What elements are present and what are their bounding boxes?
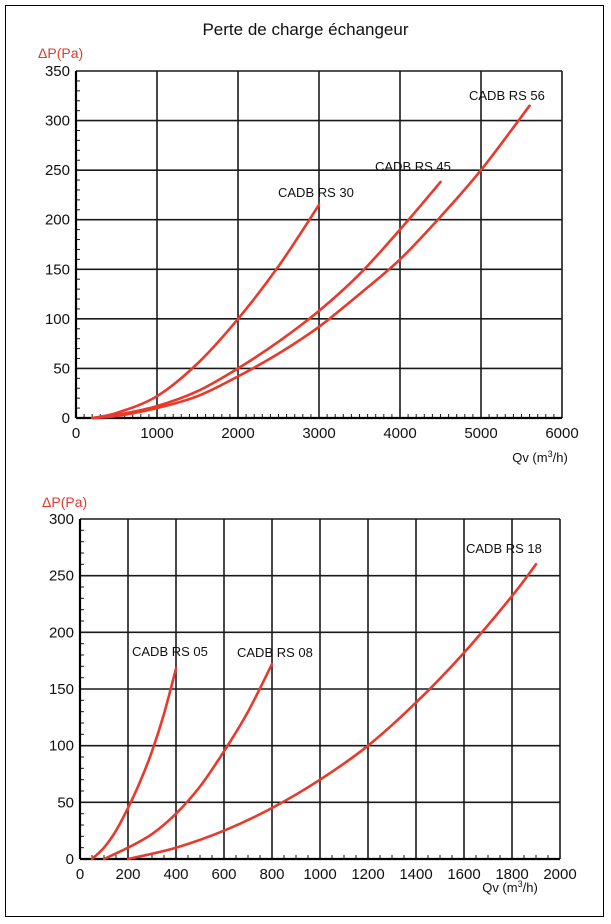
chart2-y-tick-label: 150 (49, 681, 74, 698)
page-title: Perte de charge échangeur (202, 20, 409, 39)
chart2-curve-label-cadb-rs-05: CADB RS 05 (132, 644, 208, 659)
chart2-curve-label-cadb-rs-08: CADB RS 08 (237, 645, 313, 660)
chart2-y-axis-label: ΔP(Pa) (42, 494, 87, 510)
chart2-x-tick-label: 1400 (399, 866, 432, 883)
chart2-x-tick-label: 1200 (351, 866, 384, 883)
chart2-y-tick-label: 200 (49, 624, 74, 641)
chart1-curve-cadb-rs-30 (90, 203, 321, 420)
chart2-x-axis-label: Qv (m3/h) (482, 879, 538, 895)
chart1-x-tick-label: 6000 (545, 425, 578, 442)
chart1-curve-cadb-rs-56 (90, 104, 531, 420)
chart1-y-tick-label: 0 (62, 410, 70, 427)
chart1-y-axis-label: ΔP(Pa) (38, 45, 83, 61)
chart1-x-tick-label: 4000 (383, 425, 416, 442)
chart2-x-tick-label: 1000 (303, 866, 336, 883)
chart2-x-tick-label: 400 (163, 866, 188, 883)
chart1-x-tick-label: 5000 (464, 425, 497, 442)
chart2-y-tick-label: 250 (49, 568, 74, 585)
chart1-curve-label-cadb-rs-45: CADB RS 45 (375, 159, 451, 174)
chart2-curve-cadb-rs-08 (102, 662, 274, 861)
chart2-x-tick-label: 1800 (495, 866, 528, 883)
chart2-x-tick-label: 2000 (543, 866, 576, 883)
chart2-curve-label-cadb-rs-18: CADB RS 18 (466, 541, 542, 556)
chart2-x-tick-label: 200 (115, 866, 140, 883)
chart1-x-tick-label: 3000 (302, 425, 335, 442)
chart1-y-tick-label: 50 (53, 360, 70, 377)
chart2-x-tick-label: 600 (211, 866, 236, 883)
chart2-y-tick-label: 50 (57, 794, 74, 811)
chart1-curve-label-cadb-rs-30: CADB RS 30 (278, 185, 354, 200)
chart1-y-tick-label: 250 (45, 162, 70, 179)
chart1-curve-label-cadb-rs-56: CADB RS 56 (469, 88, 545, 103)
chart2-curve-cadb-rs-05 (90, 667, 178, 861)
chart1-y-tick-label: 100 (45, 311, 70, 328)
chart2-x-tick-label: 800 (259, 866, 284, 883)
chart1-y-tick-label: 350 (45, 63, 70, 80)
chart1-y-tick-label: 300 (45, 113, 70, 130)
chart2-x-tick-label: 0 (76, 866, 84, 883)
chart2-x-tick-label: 1600 (447, 866, 480, 883)
chart-frame (5, 5, 604, 917)
chart1-x-tick-label: 2000 (221, 425, 254, 442)
chart1-y-tick-label: 150 (45, 261, 70, 278)
chart1-x-tick-label: 0 (72, 425, 80, 442)
chart1-x-tick-label: 1000 (140, 425, 173, 442)
chart1-curve-cadb-rs-45 (90, 180, 442, 420)
chart2-y-tick-label: 100 (49, 738, 74, 755)
chart2-y-tick-label: 300 (49, 511, 74, 528)
chart1-x-axis-label: Qv (m3/h) (512, 449, 568, 465)
chart1-y-tick-label: 200 (45, 212, 70, 229)
chart2-curve-cadb-rs-18 (126, 563, 538, 861)
chart2-y-tick-label: 0 (66, 851, 74, 868)
